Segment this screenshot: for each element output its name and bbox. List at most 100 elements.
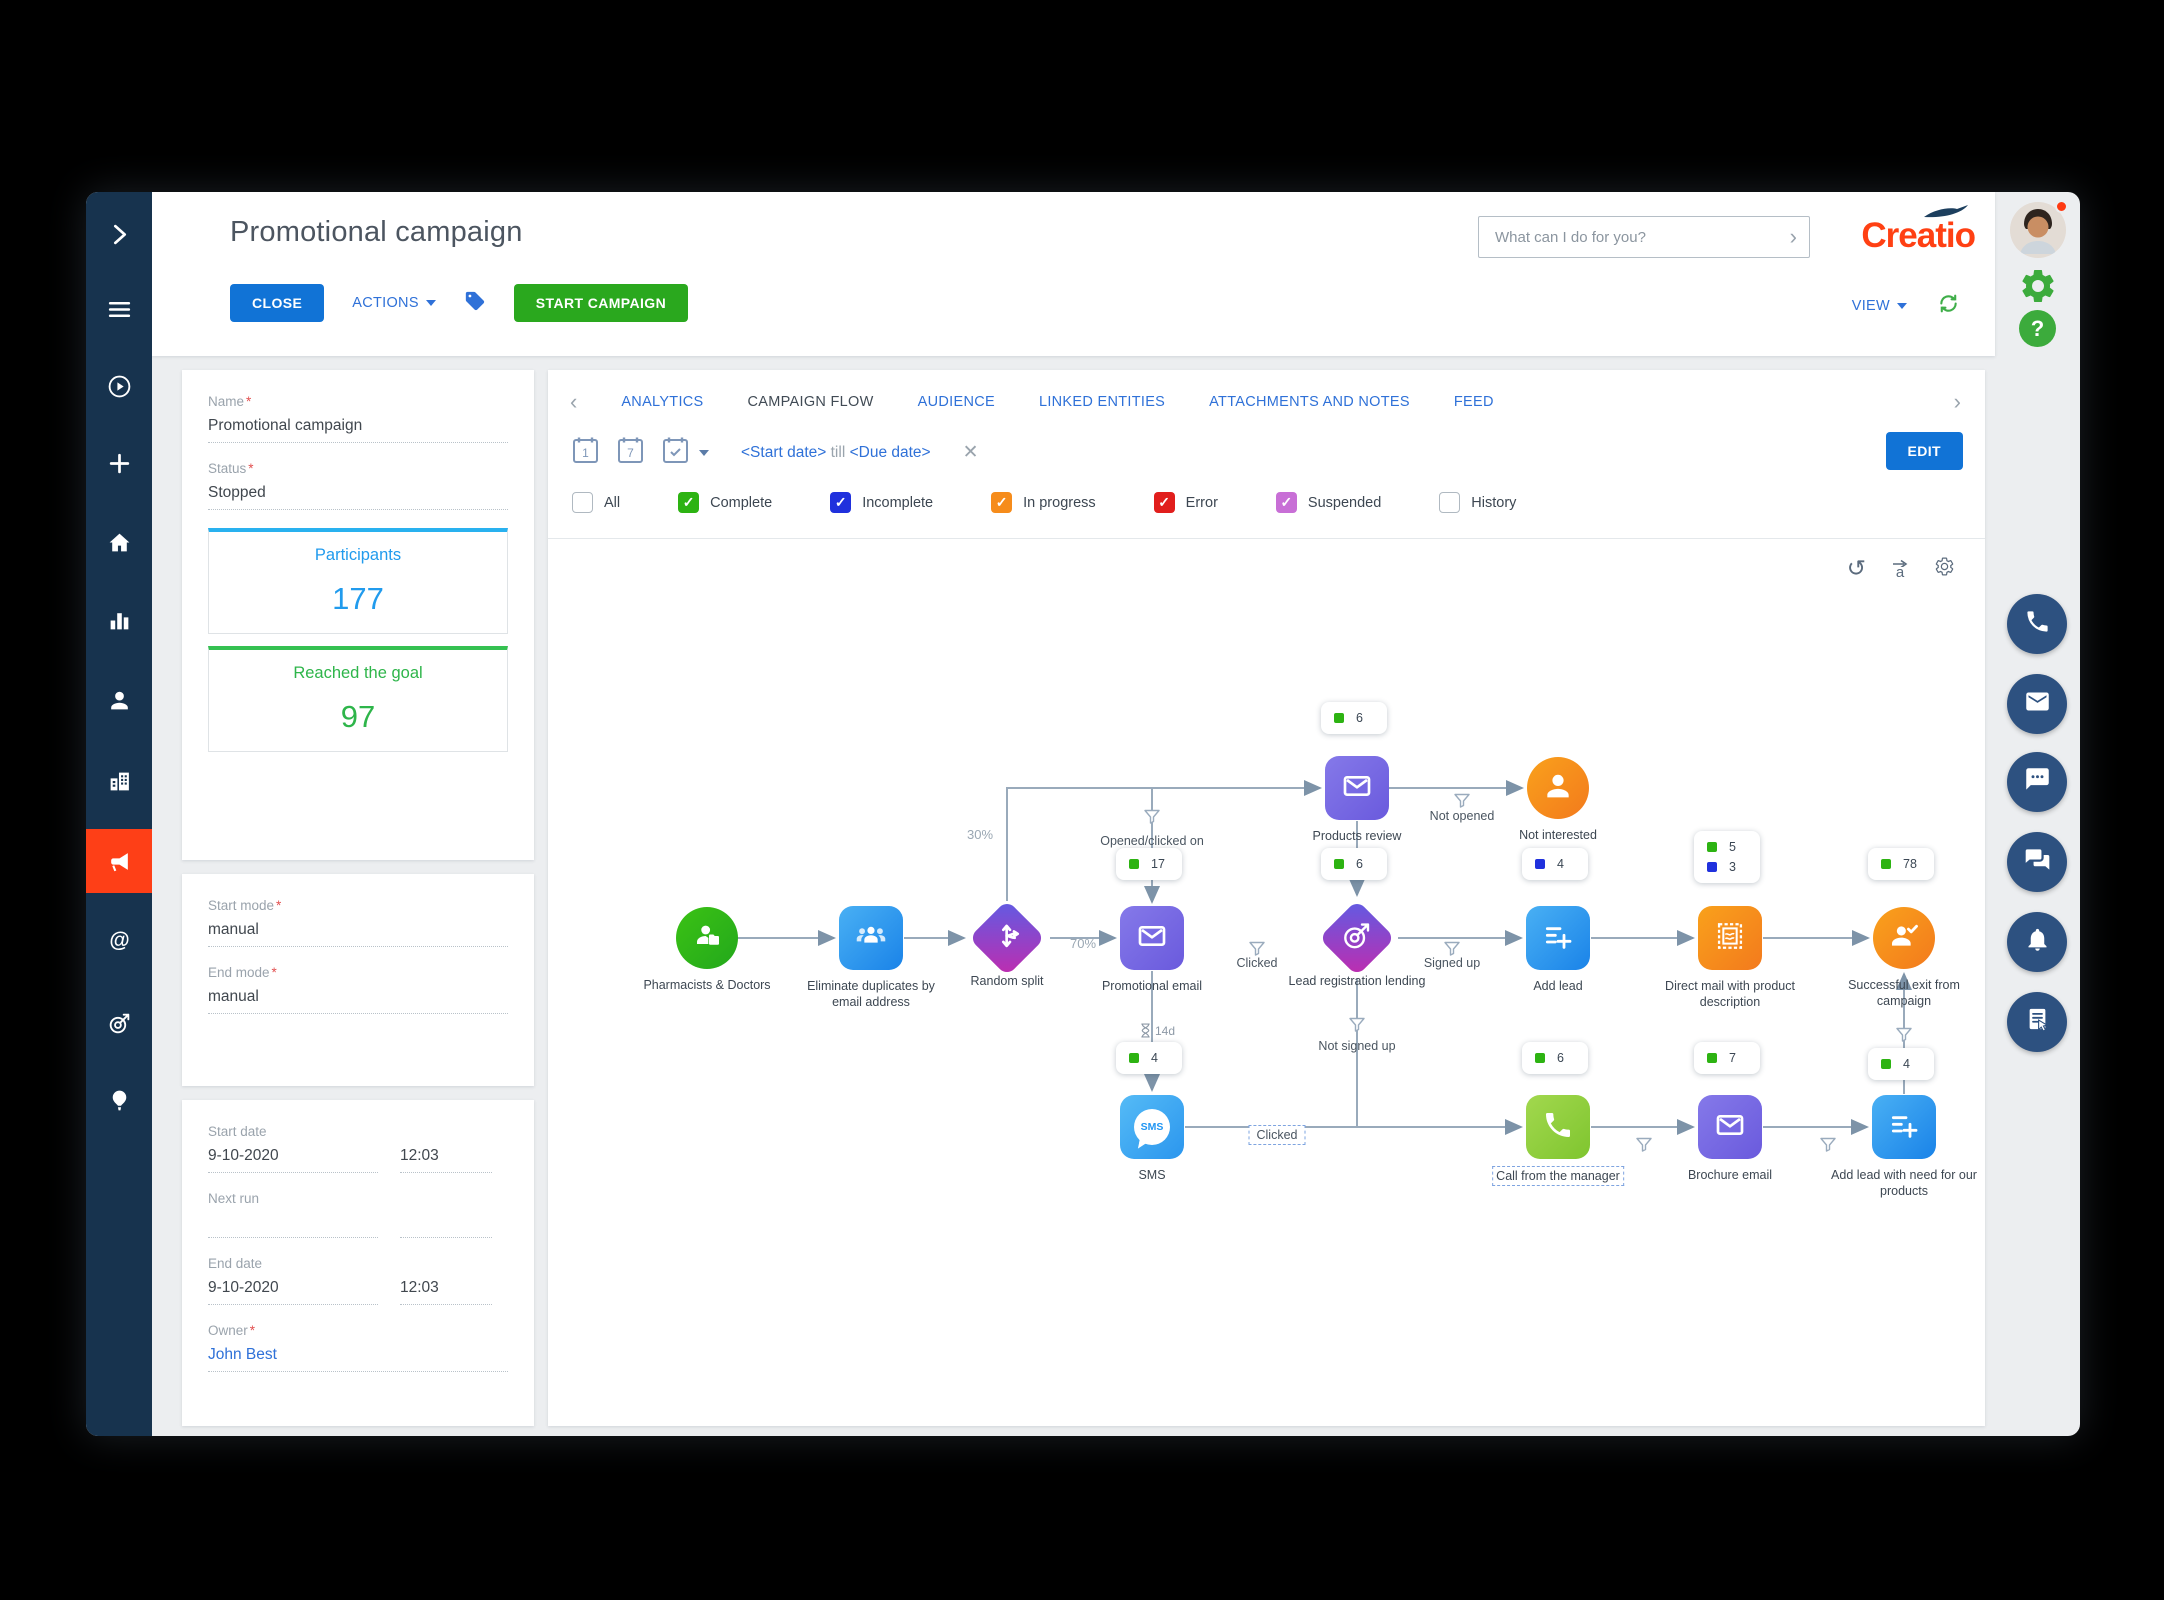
flow-node-not-interested[interactable] bbox=[1527, 757, 1589, 819]
filter-checkbox-in-progress[interactable]: ✓ In progress bbox=[991, 492, 1096, 513]
chat-button[interactable] bbox=[2007, 752, 2067, 812]
count-badge: 17 bbox=[1116, 848, 1182, 880]
filter-checkbox-suspended[interactable]: ✓ Suspended bbox=[1275, 492, 1381, 513]
flow-node-dedup[interactable] bbox=[839, 906, 903, 970]
flow-node-brochure-email[interactable] bbox=[1698, 1095, 1762, 1159]
search-input[interactable] bbox=[1479, 228, 1790, 246]
sidebar-item-expand[interactable] bbox=[86, 206, 152, 262]
sidebar-item-process[interactable] bbox=[86, 358, 152, 414]
date-range-filter[interactable]: <Start date> till <Due date> bbox=[741, 443, 931, 461]
mode-card: Start mode manual End mode manual bbox=[182, 874, 534, 1086]
sidebar-item-accounts[interactable] bbox=[86, 753, 152, 809]
sidebar-item-home[interactable] bbox=[86, 514, 152, 570]
start-mode-field[interactable]: manual bbox=[208, 921, 508, 947]
next-run-time-field[interactable] bbox=[400, 1214, 492, 1238]
start-campaign-button[interactable]: START CAMPAIGN bbox=[513, 284, 689, 322]
start-time-field[interactable]: 12:03 bbox=[400, 1147, 492, 1173]
actions-button[interactable]: ACTIONS bbox=[352, 295, 436, 311]
next-run-date-field[interactable] bbox=[208, 1214, 378, 1238]
end-mode-field[interactable]: manual bbox=[208, 988, 508, 1014]
flow-node-successful-exit[interactable] bbox=[1873, 907, 1935, 969]
filter-funnel-icon bbox=[1896, 1027, 1913, 1047]
calendar-week-icon[interactable]: 7 bbox=[617, 436, 644, 469]
email-button[interactable] bbox=[2007, 674, 2067, 734]
flow-node-promo-email[interactable] bbox=[1120, 906, 1184, 970]
end-time-field[interactable]: 12:03 bbox=[400, 1279, 492, 1305]
green-status-dot bbox=[1881, 859, 1891, 869]
edit-button[interactable]: EDIT bbox=[1885, 432, 1963, 470]
flow-node-call-manager[interactable] bbox=[1526, 1095, 1590, 1159]
filter-checkbox-incomplete[interactable]: ✓ Incomplete bbox=[830, 492, 933, 513]
chevron-down-icon bbox=[425, 300, 436, 306]
refresh-icon[interactable] bbox=[1937, 292, 1960, 320]
help-icon[interactable]: ? bbox=[2019, 310, 2056, 347]
green-status-dot bbox=[1535, 1053, 1545, 1063]
checkbox-icon: ✓ bbox=[991, 492, 1013, 513]
count-badge: 4 bbox=[1868, 1048, 1934, 1080]
end-date-field[interactable]: 9-10-2020 bbox=[208, 1279, 378, 1305]
tab-feed[interactable]: FEED bbox=[1453, 394, 1494, 410]
flow-label: Clicked bbox=[1236, 956, 1278, 970]
tab-attachments-and-notes[interactable]: ATTACHMENTS AND NOTES bbox=[1209, 394, 1410, 410]
tabs-scroll-left-icon[interactable]: ‹ bbox=[570, 389, 578, 414]
notifications-button[interactable] bbox=[2007, 912, 2067, 972]
name-field[interactable]: Promotional campaign bbox=[208, 417, 508, 443]
flow-node-sms[interactable]: SMS bbox=[1120, 1095, 1184, 1159]
main-sidebar: @ bbox=[86, 192, 152, 1436]
flow-node-pharmacists[interactable] bbox=[676, 907, 738, 969]
sidebar-item-menu[interactable] bbox=[86, 281, 152, 337]
calendar-day-icon[interactable]: 1 bbox=[572, 436, 599, 469]
status-field[interactable]: Stopped bbox=[208, 484, 508, 510]
checkbox-label: In progress bbox=[1023, 494, 1096, 511]
checkbox-label: Complete bbox=[710, 494, 773, 511]
close-button[interactable]: CLOSE bbox=[230, 284, 325, 322]
tab-campaign-flow[interactable]: CAMPAIGN FLOW bbox=[747, 394, 874, 410]
clear-filter-icon[interactable]: ✕ bbox=[962, 442, 979, 463]
filter-checkbox-error[interactable]: ✓ Error bbox=[1153, 492, 1218, 513]
calendar-custom-icon[interactable] bbox=[662, 436, 689, 469]
flow-node-label-not-interested: Not interested bbox=[1519, 828, 1597, 842]
call-button[interactable] bbox=[2007, 594, 2067, 654]
checkbox-icon: ✓ bbox=[678, 492, 700, 513]
sidebar-item-email[interactable]: @ bbox=[86, 913, 152, 969]
calendar-dropdown-icon[interactable] bbox=[699, 449, 709, 456]
flow-node-add-lead[interactable] bbox=[1526, 906, 1590, 970]
sidebar-item-analytics[interactable] bbox=[86, 592, 152, 648]
flow-label: 70% bbox=[1069, 936, 1097, 951]
tab-linked-entities[interactable]: LINKED ENTITIES bbox=[1038, 394, 1166, 410]
flow-node-add-lead-need[interactable] bbox=[1872, 1095, 1936, 1159]
tag-icon[interactable] bbox=[464, 290, 486, 317]
tab-analytics[interactable]: ANALYTICS bbox=[621, 394, 704, 410]
avatar[interactable] bbox=[2010, 202, 2066, 258]
campaign-flow-canvas[interactable]: Pharmacists & Doctors Eliminate duplicate… bbox=[634, 561, 1977, 1221]
auto-position-icon[interactable]: a bbox=[1892, 559, 1908, 580]
tabs-scroll-right-icon[interactable]: › bbox=[1953, 389, 1961, 414]
participants-title: Participants bbox=[314, 546, 402, 564]
undo-icon[interactable]: ↺ bbox=[1846, 555, 1866, 581]
sidebar-item-campaigns[interactable] bbox=[86, 829, 152, 893]
sidebar-item-ideas[interactable] bbox=[86, 1072, 152, 1128]
messengers-button[interactable] bbox=[2007, 832, 2067, 892]
person-folder-icon bbox=[691, 920, 723, 957]
flow-node-products-review[interactable] bbox=[1325, 756, 1389, 820]
filter-checkbox-all[interactable]: All bbox=[572, 492, 620, 513]
view-button[interactable]: VIEW bbox=[1852, 298, 1907, 314]
sidebar-item-add[interactable] bbox=[86, 435, 152, 491]
sidebar-item-contacts[interactable] bbox=[86, 672, 152, 728]
filter-checkbox-complete[interactable]: ✓ Complete bbox=[678, 492, 772, 513]
tasks-button[interactable] bbox=[2007, 992, 2067, 1052]
flow-node-lead-registration[interactable] bbox=[1318, 899, 1396, 977]
start-date-field[interactable]: 9-10-2020 bbox=[208, 1147, 378, 1173]
sidebar-item-goals[interactable] bbox=[86, 995, 152, 1051]
owner-link[interactable]: John Best bbox=[208, 1346, 508, 1372]
flow-label: 30% bbox=[966, 827, 994, 842]
filter-checkbox-history[interactable]: History bbox=[1439, 492, 1516, 513]
flow-node-random-split[interactable] bbox=[968, 899, 1046, 977]
flow-node-direct-mail[interactable] bbox=[1698, 906, 1762, 970]
filter-funnel-icon bbox=[1249, 941, 1266, 961]
canvas-settings-icon[interactable] bbox=[1934, 556, 1955, 581]
gear-icon[interactable] bbox=[2018, 266, 2058, 311]
tab-audience[interactable]: AUDIENCE bbox=[917, 394, 995, 410]
filter-funnel-icon bbox=[1636, 1137, 1653, 1157]
search-go-icon[interactable]: › bbox=[1789, 224, 1797, 249]
